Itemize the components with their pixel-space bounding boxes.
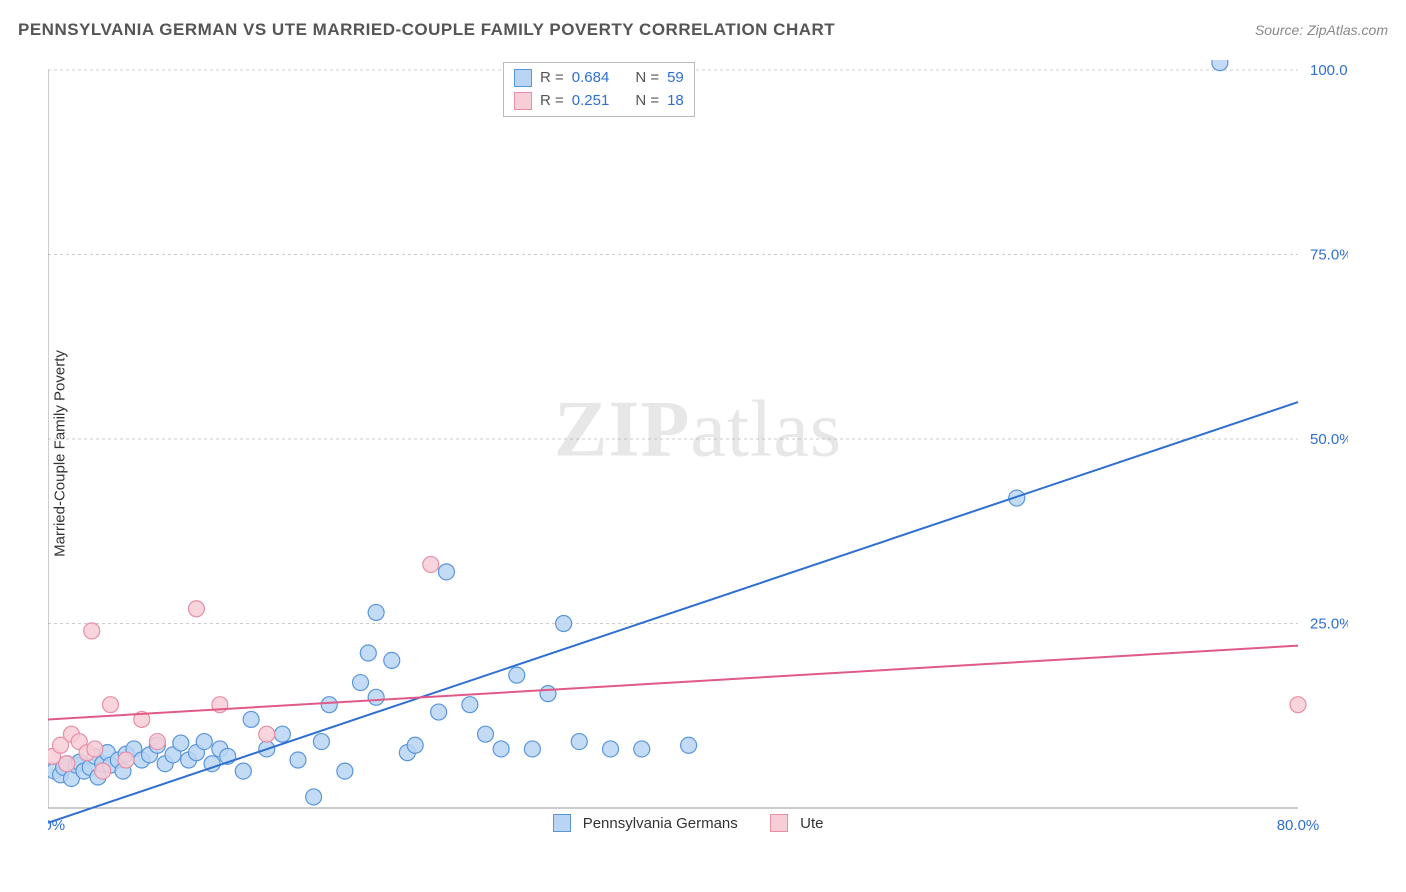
legend-row-1: R = 0.251 N = 18 <box>514 90 684 113</box>
svg-text:50.0%: 50.0% <box>1310 431 1348 448</box>
legend-n-label: N = <box>635 67 659 90</box>
legend-swatch-1 <box>514 92 532 110</box>
legend-correlation: R = 0.684 N = 59 R = 0.251 N = 18 <box>503 62 695 117</box>
chart-area: Married-Couple Family Poverty 25.0%50.0%… <box>48 60 1348 830</box>
svg-text:100.0%: 100.0% <box>1310 62 1348 79</box>
scatter-plot: 25.0%50.0%75.0%100.0%0.0%80.0% <box>48 60 1348 830</box>
chart-title: PENNSYLVANIA GERMAN VS UTE MARRIED-COUPL… <box>18 20 835 40</box>
legend-r-label: R = <box>540 90 564 113</box>
legend-n-value-1: 18 <box>667 90 684 113</box>
legend-r-label: R = <box>540 67 564 90</box>
legend-r-value-1: 0.251 <box>572 90 610 113</box>
legend-series-name-0: Pennsylvania Germans <box>583 815 738 832</box>
legend-row-0: R = 0.684 N = 59 <box>514 67 684 90</box>
svg-text:75.0%: 75.0% <box>1310 247 1348 264</box>
header: PENNSYLVANIA GERMAN VS UTE MARRIED-COUPL… <box>18 20 1388 40</box>
legend-swatch-0 <box>514 69 532 87</box>
legend-series: Pennsylvania Germans Ute <box>48 814 1348 832</box>
legend-r-value-0: 0.684 <box>572 67 610 90</box>
legend-series-name-1: Ute <box>800 815 823 832</box>
legend-n-value-0: 59 <box>667 67 684 90</box>
legend-series-swatch-0 <box>553 814 571 832</box>
source-text: Source: ZipAtlas.com <box>1255 22 1388 38</box>
legend-series-swatch-1 <box>770 814 788 832</box>
legend-n-label: N = <box>635 90 659 113</box>
svg-text:25.0%: 25.0% <box>1310 616 1348 633</box>
